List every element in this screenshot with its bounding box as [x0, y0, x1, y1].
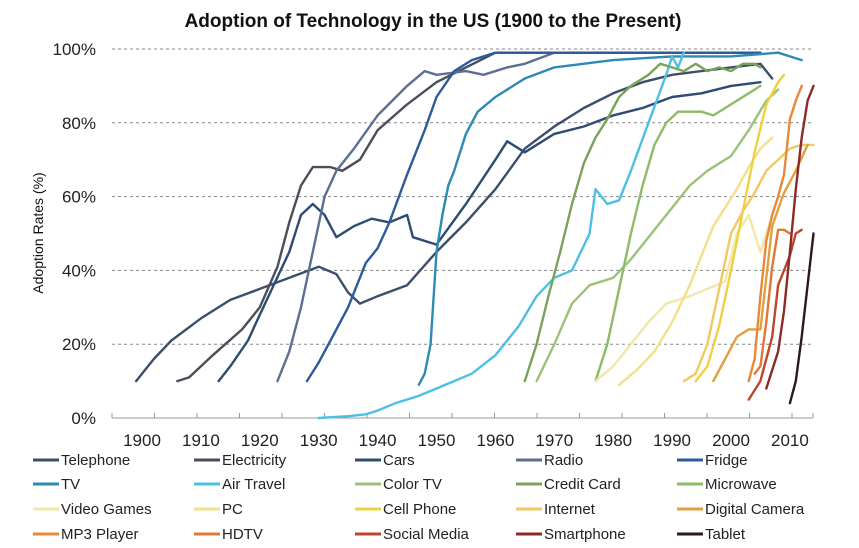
- legend-item-electricity: Electricity: [194, 452, 287, 469]
- series-pc-line: [617, 136, 774, 386]
- y-axis-ticks: 0% 20% 40% 60% 80% 100%: [53, 40, 96, 428]
- x-tick-label: 1920: [241, 431, 279, 450]
- legend-label: Social Media: [383, 526, 470, 543]
- legend-item-mp3-player: MP3 Player: [33, 526, 139, 543]
- legend-label: Microwave: [705, 476, 777, 493]
- legend-item-color-tv: Color TV: [355, 476, 442, 493]
- x-tick-label: 1990: [653, 431, 691, 450]
- x-tick-label: 1960: [476, 431, 514, 450]
- series-tablet-line: [788, 232, 815, 405]
- y-tick-label: 40%: [62, 261, 96, 280]
- series-telephone-line: [134, 62, 774, 383]
- legend: Telephone Electricity Cars Radio Fridge TV Air…: [33, 452, 805, 543]
- legend-item-internet: Internet: [516, 501, 596, 518]
- legend-label: Internet: [544, 501, 596, 518]
- x-tick-label: 1910: [182, 431, 220, 450]
- y-tick-label: 0%: [71, 409, 96, 428]
- series-smartphone-line: [765, 84, 815, 390]
- series-credit-card-line: [523, 62, 762, 383]
- series-lines: [134, 51, 815, 420]
- x-tick-label: 2000: [712, 431, 750, 450]
- y-tick-label: 100%: [53, 40, 96, 59]
- legend-item-tv: TV: [33, 476, 80, 493]
- legend-label: Credit Card: [544, 476, 621, 493]
- legend-item-digital-camera: Digital Camera: [677, 501, 805, 518]
- legend-label: Fridge: [705, 452, 748, 469]
- legend-label: Radio: [544, 452, 583, 469]
- legend-item-social-media: Social Media: [355, 526, 470, 543]
- series-social-media-line: [747, 228, 803, 401]
- legend-item-microwave: Microwave: [677, 476, 777, 493]
- series-hdtv-line: [753, 228, 792, 375]
- legend-item-hdtv: HDTV: [194, 526, 263, 543]
- legend-label: Smartphone: [544, 526, 626, 543]
- legend-label: TV: [61, 476, 80, 493]
- legend-label: Cell Phone: [383, 501, 456, 518]
- x-axis: 1900 1910 1920 1930 1940 1950 1960 1970 1980 1990…: [111, 413, 814, 450]
- legend-label: Electricity: [222, 452, 287, 469]
- legend-item-cars: Cars: [355, 452, 415, 469]
- x-tick-label: 1970: [535, 431, 573, 450]
- series-cars-line: [217, 81, 762, 383]
- series-air-travel-line: [317, 51, 686, 420]
- series-color-tv-line: [535, 88, 780, 383]
- legend-label: Video Games: [61, 501, 152, 518]
- y-tick-label: 20%: [62, 335, 96, 354]
- x-tick-label: 1930: [300, 431, 338, 450]
- legend-item-telephone: Telephone: [33, 452, 130, 469]
- legend-item-credit-card: Credit Card: [516, 476, 621, 493]
- legend-label: Tablet: [705, 526, 746, 543]
- y-tick-label: 60%: [62, 188, 96, 207]
- series-internet-line: [682, 143, 815, 383]
- legend-item-smartphone: Smartphone: [516, 526, 626, 543]
- series-fridge-line: [305, 51, 762, 383]
- legend-label: Air Travel: [222, 476, 285, 493]
- series-video-games-line: [594, 213, 774, 383]
- series-radio-line: [276, 51, 762, 383]
- legend-label: MP3 Player: [61, 526, 139, 543]
- legend-label: HDTV: [222, 526, 263, 543]
- x-tick-label: 2010: [771, 431, 809, 450]
- y-tick-label: 80%: [62, 114, 96, 133]
- series-tv-line: [417, 51, 803, 386]
- chart-title: Adoption of Technology in the US (1900 t…: [185, 11, 682, 32]
- legend-item-fridge: Fridge: [677, 452, 748, 469]
- gridlines: [112, 48, 813, 345]
- legend-label: Telephone: [61, 452, 130, 469]
- legend-item-radio: Radio: [516, 452, 583, 469]
- legend-label: PC: [222, 501, 243, 518]
- legend-item-pc: PC: [194, 501, 243, 518]
- legend-item-air-travel: Air Travel: [194, 476, 285, 493]
- legend-item-video-games: Video Games: [33, 501, 152, 518]
- x-tick-label: 1950: [418, 431, 456, 450]
- y-axis-label: Adoption Rates (%): [30, 172, 46, 293]
- legend-label: Cars: [383, 452, 415, 469]
- series-electricity-line: [176, 51, 762, 383]
- legend-label: Color TV: [383, 476, 442, 493]
- x-tick-label: 1940: [359, 431, 397, 450]
- series-microwave-line: [594, 84, 762, 383]
- series-mp3-player-line: [747, 84, 803, 383]
- legend-label: Digital Camera: [705, 501, 805, 518]
- x-tick-label: 1900: [123, 431, 161, 450]
- x-tick-label: 1980: [594, 431, 632, 450]
- legend-item-tablet: Tablet: [677, 526, 746, 543]
- series-digital-camera-line: [712, 143, 809, 383]
- legend-item-cell-phone: Cell Phone: [355, 501, 456, 518]
